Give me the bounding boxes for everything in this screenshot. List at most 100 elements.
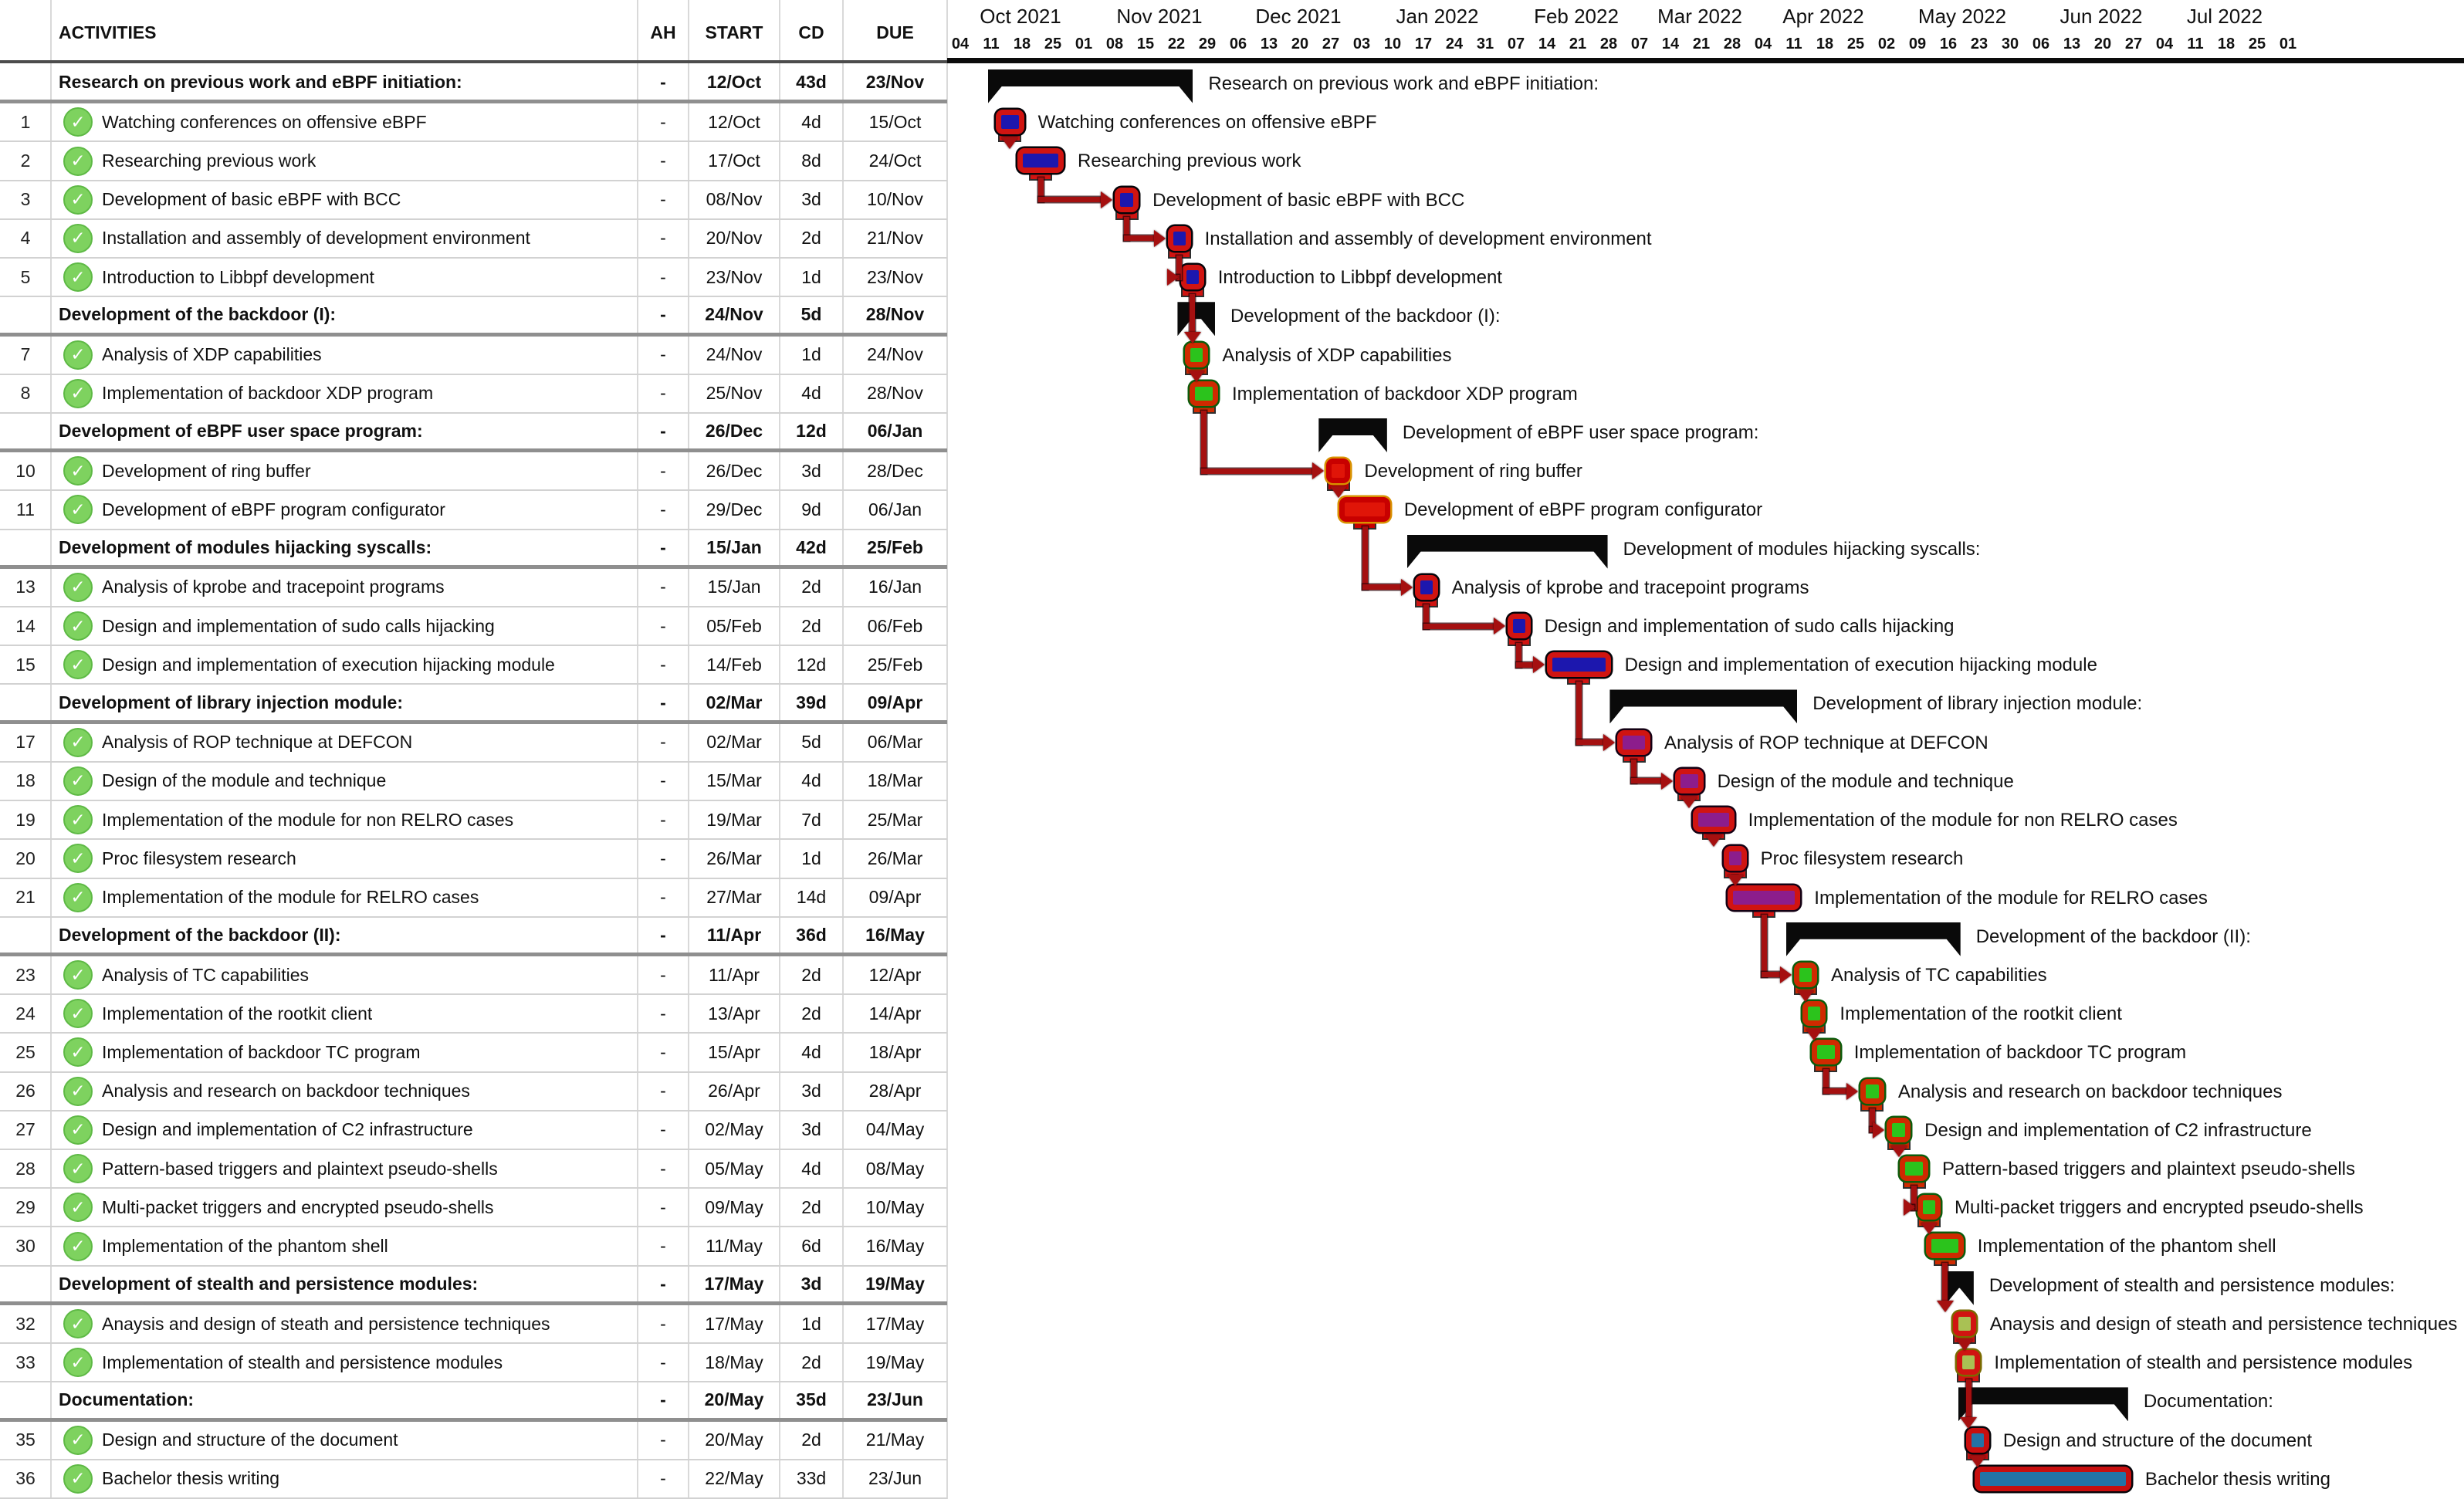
check-icon[interactable]: ✓ — [63, 650, 93, 680]
gantt-summary-bar[interactable] — [1318, 418, 1387, 452]
activity-cell[interactable]: ✓ Implementation of the phantom shell — [51, 1227, 638, 1264]
activity-cell[interactable]: Development of library injection module: — [51, 685, 638, 719]
gantt-task-bar[interactable] — [1115, 187, 1139, 212]
gantt-task-bar[interactable] — [1887, 1117, 1911, 1142]
activity-cell[interactable]: ✓ Pattern-based triggers and plaintext ps… — [51, 1150, 638, 1187]
check-icon[interactable]: ✓ — [63, 611, 93, 641]
table-row[interactable]: 13 ✓ Analysis of kprobe and tracepoint pro… — [0, 569, 947, 607]
gantt-task-bar[interactable] — [1326, 458, 1351, 484]
gantt-summary-bar[interactable] — [1958, 1387, 2128, 1421]
table-row[interactable]: 20 ✓ Proc filesystem research - 26/Mar 1d 26/M… — [0, 840, 947, 879]
activity-cell[interactable]: ✓ Design of the module and technique — [51, 763, 638, 800]
check-icon[interactable]: ✓ — [63, 107, 93, 137]
gantt-task-bar[interactable] — [1860, 1078, 1884, 1104]
column-header-start[interactable]: START — [705, 22, 763, 42]
table-row[interactable]: 29 ✓ Multi-packet triggers and encrypted p… — [0, 1189, 947, 1228]
table-row[interactable]: 8 ✓ Implementation of backdoor XDP program… — [0, 375, 947, 414]
column-header-cd[interactable]: CD — [798, 22, 824, 42]
table-row[interactable]: 23 ✓ Analysis of TC capabilities - 11/Apr 2d 1… — [0, 956, 947, 996]
table-row[interactable]: 30 ✓ Implementation of the phantom shell - 1… — [0, 1227, 947, 1267]
gantt-task-bar[interactable] — [1674, 768, 1704, 793]
activity-cell[interactable]: ✓ Implementation of backdoor TC program — [51, 1034, 638, 1071]
gantt-task-bar[interactable] — [1507, 614, 1531, 639]
table-group-row[interactable]: Development of the backdoor (I): - 24/Nov 5… — [0, 297, 947, 337]
activity-cell[interactable]: ✓ Implementation of backdoor XDP program — [51, 375, 638, 412]
activity-cell[interactable]: ✓ Installation and assembly of developmen… — [51, 220, 638, 257]
check-icon[interactable]: ✓ — [63, 1348, 93, 1378]
activity-cell[interactable]: Development of stealth and persistence m… — [51, 1267, 638, 1301]
gantt-summary-bar[interactable] — [1609, 689, 1797, 723]
table-group-row[interactable]: Documentation: - 20/May 35d 23/Jun — [0, 1382, 947, 1422]
check-icon[interactable]: ✓ — [63, 572, 93, 602]
check-icon[interactable]: ✓ — [63, 1037, 93, 1068]
gantt-task-bar[interactable] — [1926, 1233, 1964, 1259]
activity-cell[interactable]: ✓ Implementation of stealth and persisten… — [51, 1344, 638, 1381]
gantt-task-bar[interactable] — [995, 110, 1024, 135]
activity-cell[interactable]: ✓ Bachelor thesis writing — [51, 1460, 638, 1497]
column-header-ah[interactable]: AH — [650, 22, 676, 42]
table-row[interactable]: 21 ✓ Implementation of the module for RELR… — [0, 879, 947, 918]
activity-cell[interactable]: ✓ Design and structure of the document — [51, 1422, 638, 1459]
check-icon[interactable]: ✓ — [63, 1193, 93, 1223]
table-row[interactable]: 5 ✓ Introduction to Libbpf development - 23/… — [0, 259, 947, 298]
check-icon[interactable]: ✓ — [63, 495, 93, 525]
gantt-task-bar[interactable] — [1975, 1466, 2131, 1491]
check-icon[interactable]: ✓ — [63, 999, 93, 1029]
gantt-task-bar[interactable] — [1811, 1040, 1840, 1065]
gantt-summary-bar[interactable] — [1407, 535, 1608, 569]
check-icon[interactable]: ✓ — [63, 340, 93, 370]
activity-cell[interactable]: ✓ Analysis of TC capabilities — [51, 956, 638, 993]
check-icon[interactable]: ✓ — [63, 146, 93, 176]
activity-cell[interactable]: ✓ Development of eBPF program configurato… — [51, 491, 638, 528]
gantt-task-bar[interactable] — [1547, 652, 1611, 678]
gantt-task-bar[interactable] — [1185, 342, 1209, 367]
table-row[interactable]: 17 ✓ Analysis of ROP technique at DEFCON - 0… — [0, 724, 947, 763]
table-row[interactable]: 11 ✓ Development of eBPF program configura… — [0, 491, 947, 530]
table-group-row[interactable]: Development of eBPF user space program: -… — [0, 414, 947, 453]
check-icon[interactable]: ✓ — [63, 766, 93, 796]
table-row[interactable]: 14 ✓ Design and implementation of sudo cal… — [0, 607, 947, 647]
table-row[interactable]: 10 ✓ Development of ring buffer - 26/Dec 3d 28… — [0, 452, 947, 492]
activity-cell[interactable]: ✓ Analysis and research on backdoor techn… — [51, 1073, 638, 1110]
check-icon[interactable]: ✓ — [63, 1115, 93, 1145]
activity-cell[interactable]: Research on previous work and eBPF initi… — [51, 65, 638, 100]
gantt-summary-bar[interactable] — [1786, 922, 1961, 956]
activity-cell[interactable]: ✓ Implementation of the module for non RE… — [51, 801, 638, 838]
activity-cell[interactable]: ✓ Implementation of the rootkit client — [51, 995, 638, 1032]
table-group-row[interactable]: Development of library injection module:… — [0, 685, 947, 724]
activity-cell[interactable]: ✓ Introduction to Libbpf development — [51, 259, 638, 296]
activity-cell[interactable]: Development of the backdoor (II): — [51, 918, 638, 953]
check-icon[interactable]: ✓ — [63, 882, 93, 912]
table-row[interactable]: 18 ✓ Design of the module and technique - 15… — [0, 763, 947, 802]
gantt-task-bar[interactable] — [1957, 1350, 1981, 1375]
check-icon[interactable]: ✓ — [63, 1231, 93, 1261]
check-icon[interactable]: ✓ — [63, 1425, 93, 1455]
table-row[interactable]: 2 ✓ Researching previous work - 17/Oct 8d 24/O… — [0, 142, 947, 181]
activity-cell[interactable]: ✓ Design and implementation of execution … — [51, 646, 638, 683]
activity-cell[interactable]: Development of eBPF user space program: — [51, 414, 638, 448]
table-row[interactable]: 28 ✓ Pattern-based triggers and plaintext … — [0, 1150, 947, 1189]
table-row[interactable]: 33 ✓ Implementation of stealth and persist… — [0, 1344, 947, 1383]
check-icon[interactable]: ✓ — [63, 960, 93, 990]
check-icon[interactable]: ✓ — [63, 1463, 93, 1494]
gantt-task-bar[interactable] — [1414, 574, 1438, 600]
activity-cell[interactable]: Development of modules hijacking syscall… — [51, 530, 638, 565]
check-icon[interactable]: ✓ — [63, 727, 93, 757]
activity-cell[interactable]: ✓ Analysis of kprobe and tracepoint progr… — [51, 569, 638, 606]
gantt-task-bar[interactable] — [1180, 265, 1204, 290]
check-icon[interactable]: ✓ — [63, 262, 93, 293]
check-icon[interactable]: ✓ — [63, 378, 93, 408]
gantt-task-bar[interactable] — [1965, 1427, 1989, 1453]
activity-cell[interactable]: ✓ Proc filesystem research — [51, 840, 638, 877]
table-row[interactable]: 26 ✓ Analysis and research on backdoor tec… — [0, 1073, 947, 1112]
table-row[interactable]: 25 ✓ Implementation of backdoor TC program… — [0, 1034, 947, 1073]
gantt-task-bar[interactable] — [1167, 225, 1191, 251]
table-row[interactable]: 35 ✓ Design and structure of the document -… — [0, 1422, 947, 1460]
gantt-task-bar[interactable] — [1017, 148, 1064, 174]
table-row[interactable]: 3 ✓ Development of basic eBPF with BCC - 08/… — [0, 181, 947, 220]
gantt-summary-bar[interactable] — [988, 69, 1193, 103]
gantt-task-bar[interactable] — [1952, 1311, 1976, 1336]
gantt-task-bar[interactable] — [1190, 381, 1218, 406]
table-row[interactable]: 15 ✓ Design and implementation of executio… — [0, 646, 947, 685]
gantt-task-bar[interactable] — [1723, 846, 1747, 871]
